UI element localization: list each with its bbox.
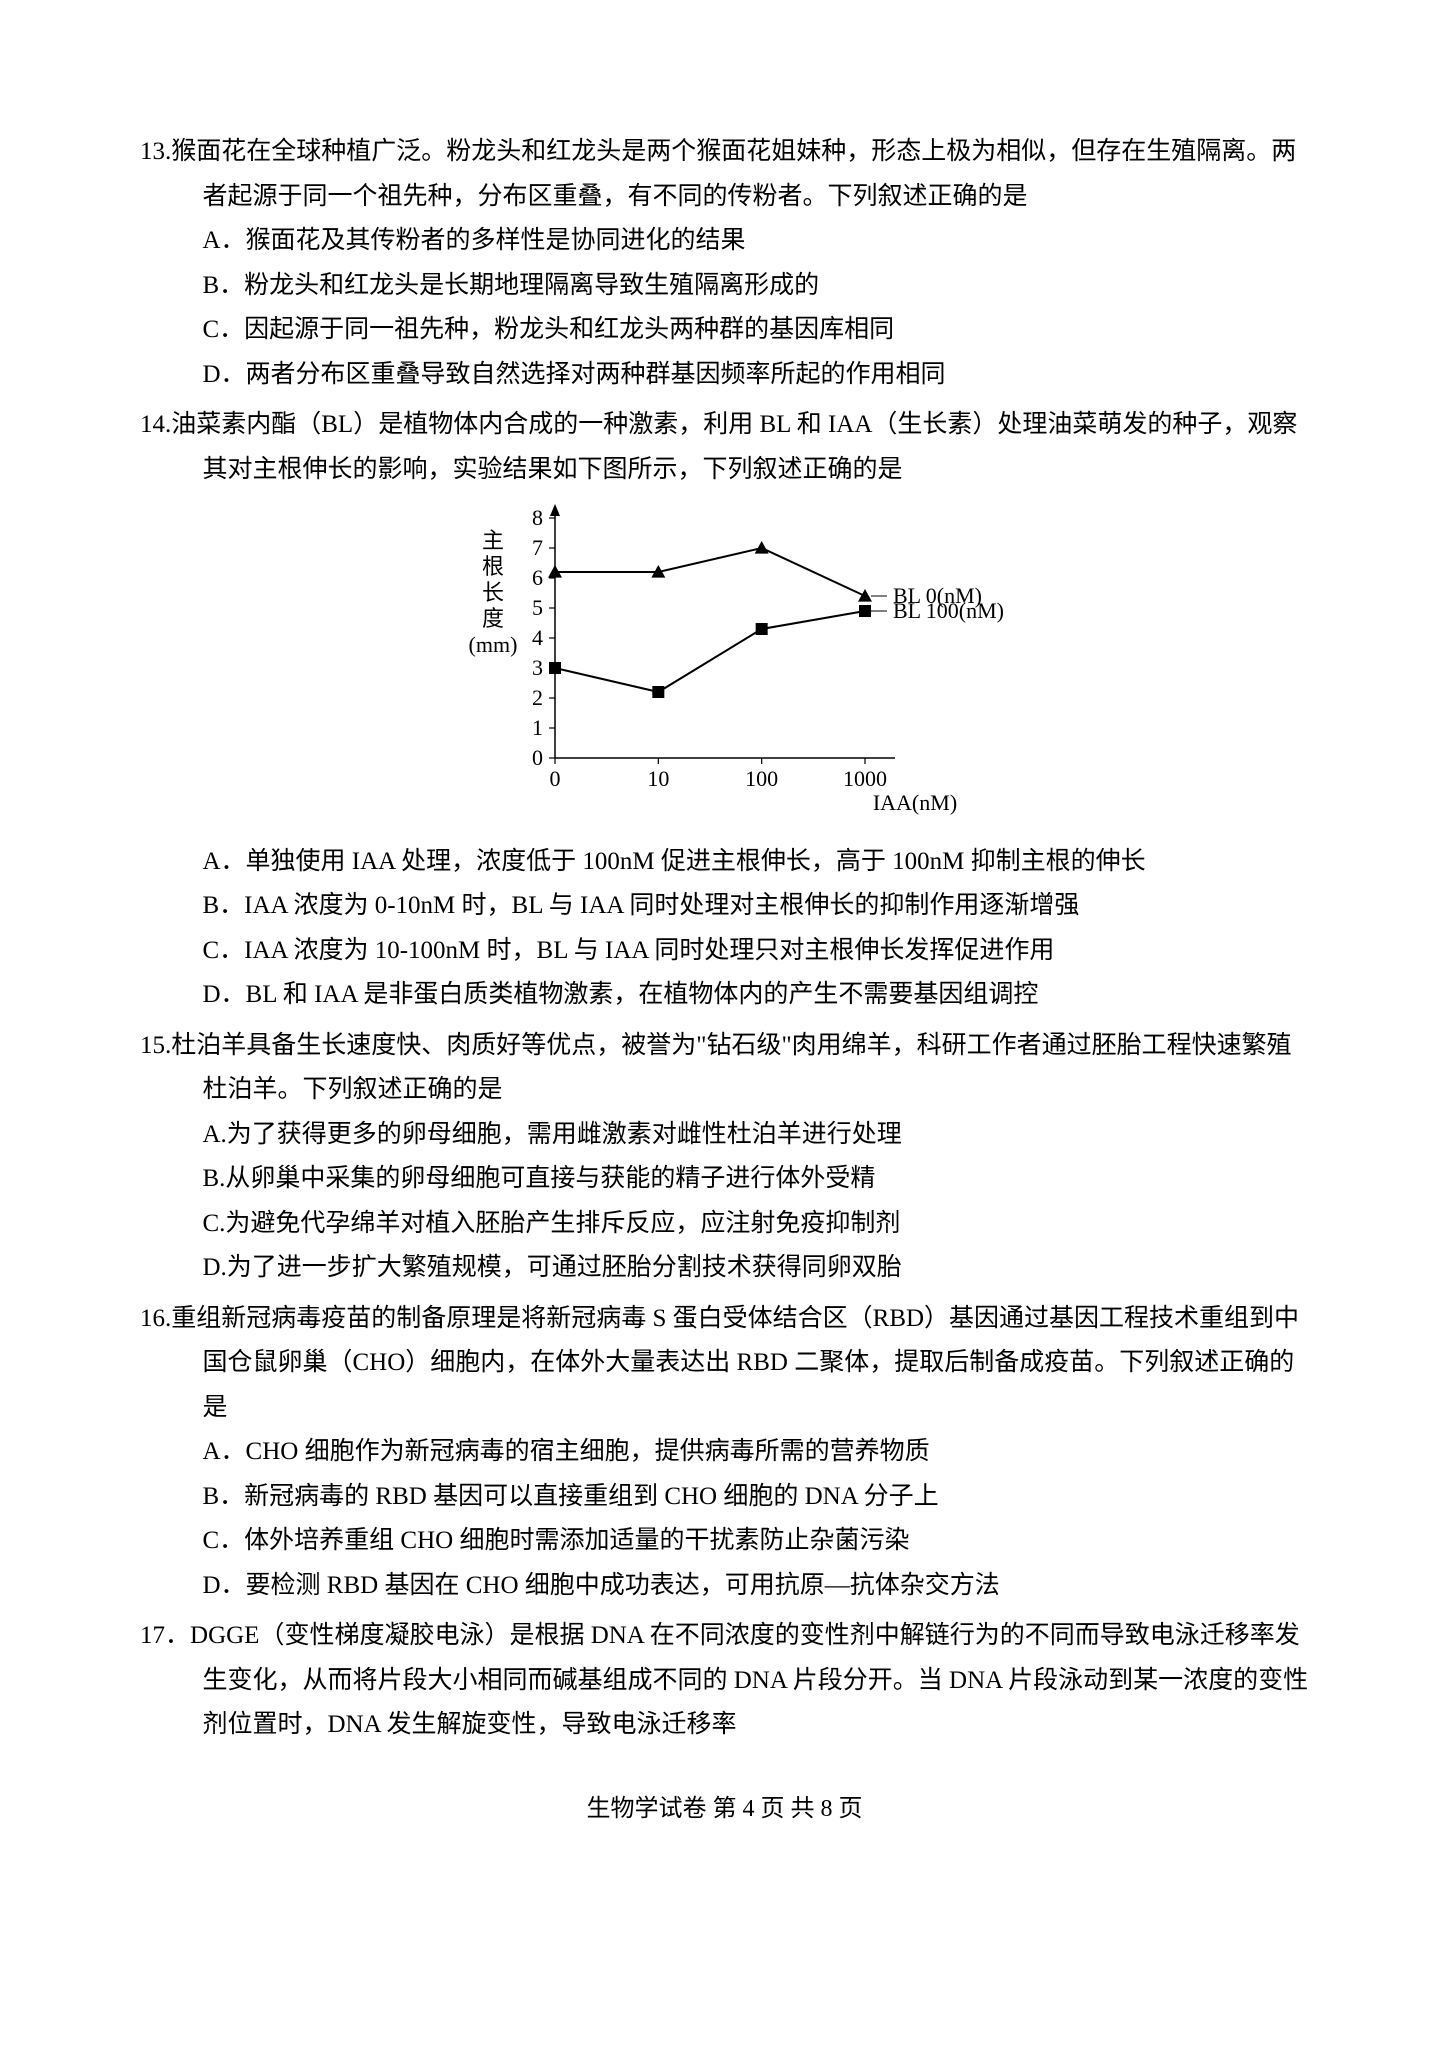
question-16: 16.重组新冠病毒疫苗的制备原理是将新冠病毒 S 蛋白受体结合区（RBD）基因通… (140, 1297, 1309, 1609)
q13-number: 13. (140, 138, 171, 165)
q14-chart: 0123456780101001000IAA(nM)主根长度(mm)BL 0(n… (445, 498, 1005, 834)
question-14: 14.油菜素内酯（BL）是植物体内合成的一种激素，利用 BL 和 IAA（生长素… (140, 403, 1309, 1018)
q14-number: 14. (140, 411, 171, 438)
q13-option-d: D．两者分布区重叠导致自然选择对两种群基因频率所起的作用相同 (180, 353, 1309, 398)
q14-option-b: B．IAA 浓度为 0-10nM 时，BL 与 IAA 同时处理对主根伸长的抑制… (180, 884, 1309, 929)
q13-option-c: C．因起源于同一祖先种，粉龙头和红龙头两种群的基因库相同 (180, 308, 1309, 353)
svg-text:100: 100 (745, 766, 778, 791)
q13-option-b: B．粉龙头和红龙头是长期地理隔离导致生殖隔离形成的 (180, 264, 1309, 309)
q15-option-a: A.为了获得更多的卵母细胞，需用雌激素对雌性杜泊羊进行处理 (180, 1113, 1309, 1158)
svg-text:主: 主 (481, 528, 503, 553)
svg-text:根: 根 (481, 554, 503, 579)
svg-text:BL 100(nM): BL 100(nM) (893, 598, 1004, 623)
svg-text:6: 6 (532, 565, 543, 590)
q14-option-c: C．IAA 浓度为 10-100nM 时，BL 与 IAA 同时处理只对主根伸长… (180, 929, 1309, 974)
q16-option-c: C．体外培养重组 CHO 细胞时需添加适量的干扰素防止杂菌污染 (180, 1519, 1309, 1564)
q16-stem-block: 16.重组新冠病毒疫苗的制备原理是将新冠病毒 S 蛋白受体结合区（RBD）基因通… (140, 1297, 1309, 1431)
line-chart-svg: 0123456780101001000IAA(nM)主根长度(mm)BL 0(n… (445, 498, 1005, 818)
svg-text:4: 4 (532, 625, 543, 650)
q16-option-d: D．要检测 RBD 基因在 CHO 细胞中成功表达，可用抗原—抗体杂交方法 (180, 1564, 1309, 1609)
q14-stem: 油菜素内酯（BL）是植物体内合成的一种激素，利用 BL 和 IAA（生长素）处理… (171, 411, 1297, 483)
q15-option-b: B.从卵巢中采集的卵母细胞可直接与获能的精子进行体外受精 (180, 1157, 1309, 1202)
svg-text:长: 长 (481, 580, 503, 605)
q15-stem-block: 15.杜泊羊具备生长速度快、肉质好等优点，被誉为"钻石级"肉用绵羊，科研工作者通… (140, 1024, 1309, 1113)
q15-number: 15. (140, 1032, 171, 1059)
question-15: 15.杜泊羊具备生长速度快、肉质好等优点，被誉为"钻石级"肉用绵羊，科研工作者通… (140, 1024, 1309, 1291)
q14-stem-block: 14.油菜素内酯（BL）是植物体内合成的一种激素，利用 BL 和 IAA（生长素… (140, 403, 1309, 492)
q13-stem-block: 13.猴面花在全球种植广泛。粉龙头和红龙头是两个猴面花姐妹种，形态上极为相似，但… (140, 130, 1309, 219)
svg-text:1: 1 (532, 715, 543, 740)
q17-number: 17． (140, 1622, 190, 1649)
svg-text:5: 5 (532, 595, 543, 620)
svg-text:7: 7 (532, 535, 543, 560)
q14-option-d: D．BL 和 IAA 是非蛋白质类植物激素，在植物体内的产生不需要基因组调控 (180, 973, 1309, 1018)
q15-option-d: D.为了进一步扩大繁殖规模，可通过胚胎分割技术获得同卵双胎 (180, 1246, 1309, 1291)
svg-text:0: 0 (549, 766, 560, 791)
q13-option-a: A．猴面花及其传粉者的多样性是协同进化的结果 (180, 219, 1309, 264)
q17-stem-block: 17．DGGE（变性梯度凝胶电泳）是根据 DNA 在不同浓度的变性剂中解链行为的… (140, 1614, 1309, 1748)
svg-text:(mm): (mm) (468, 632, 517, 657)
svg-text:10: 10 (647, 766, 669, 791)
question-17: 17．DGGE（变性梯度凝胶电泳）是根据 DNA 在不同浓度的变性剂中解链行为的… (140, 1614, 1309, 1748)
svg-text:8: 8 (532, 505, 543, 530)
q16-stem: 重组新冠病毒疫苗的制备原理是将新冠病毒 S 蛋白受体结合区（RBD）基因通过基因… (171, 1305, 1299, 1421)
question-13: 13.猴面花在全球种植广泛。粉龙头和红龙头是两个猴面花姐妹种，形态上极为相似，但… (140, 130, 1309, 397)
svg-text:1000: 1000 (843, 766, 887, 791)
q15-option-c: C.为避免代孕绵羊对植入胚胎产生排斥反应，应注射免疫抑制剂 (180, 1202, 1309, 1247)
svg-text:IAA(nM): IAA(nM) (872, 790, 956, 815)
svg-text:3: 3 (532, 655, 543, 680)
q15-stem: 杜泊羊具备生长速度快、肉质好等优点，被誉为"钻石级"肉用绵羊，科研工作者通过胚胎… (171, 1032, 1291, 1104)
q14-option-a: A．单独使用 IAA 处理，浓度低于 100nM 促进主根伸长，高于 100nM… (180, 840, 1309, 885)
q16-option-a: A．CHO 细胞作为新冠病毒的宿主细胞，提供病毒所需的营养物质 (180, 1430, 1309, 1475)
q17-stem: DGGE（变性梯度凝胶电泳）是根据 DNA 在不同浓度的变性剂中解链行为的不同而… (190, 1622, 1308, 1738)
q13-stem: 猴面花在全球种植广泛。粉龙头和红龙头是两个猴面花姐妹种，形态上极为相似，但存在生… (171, 138, 1296, 210)
svg-text:度: 度 (481, 606, 503, 631)
q16-number: 16. (140, 1305, 171, 1332)
svg-text:0: 0 (532, 745, 543, 770)
q16-option-b: B．新冠病毒的 RBD 基因可以直接重组到 CHO 细胞的 DNA 分子上 (180, 1475, 1309, 1520)
page-footer: 生物学试卷 第 4 页 共 8 页 (140, 1788, 1309, 1831)
svg-text:2: 2 (532, 685, 543, 710)
